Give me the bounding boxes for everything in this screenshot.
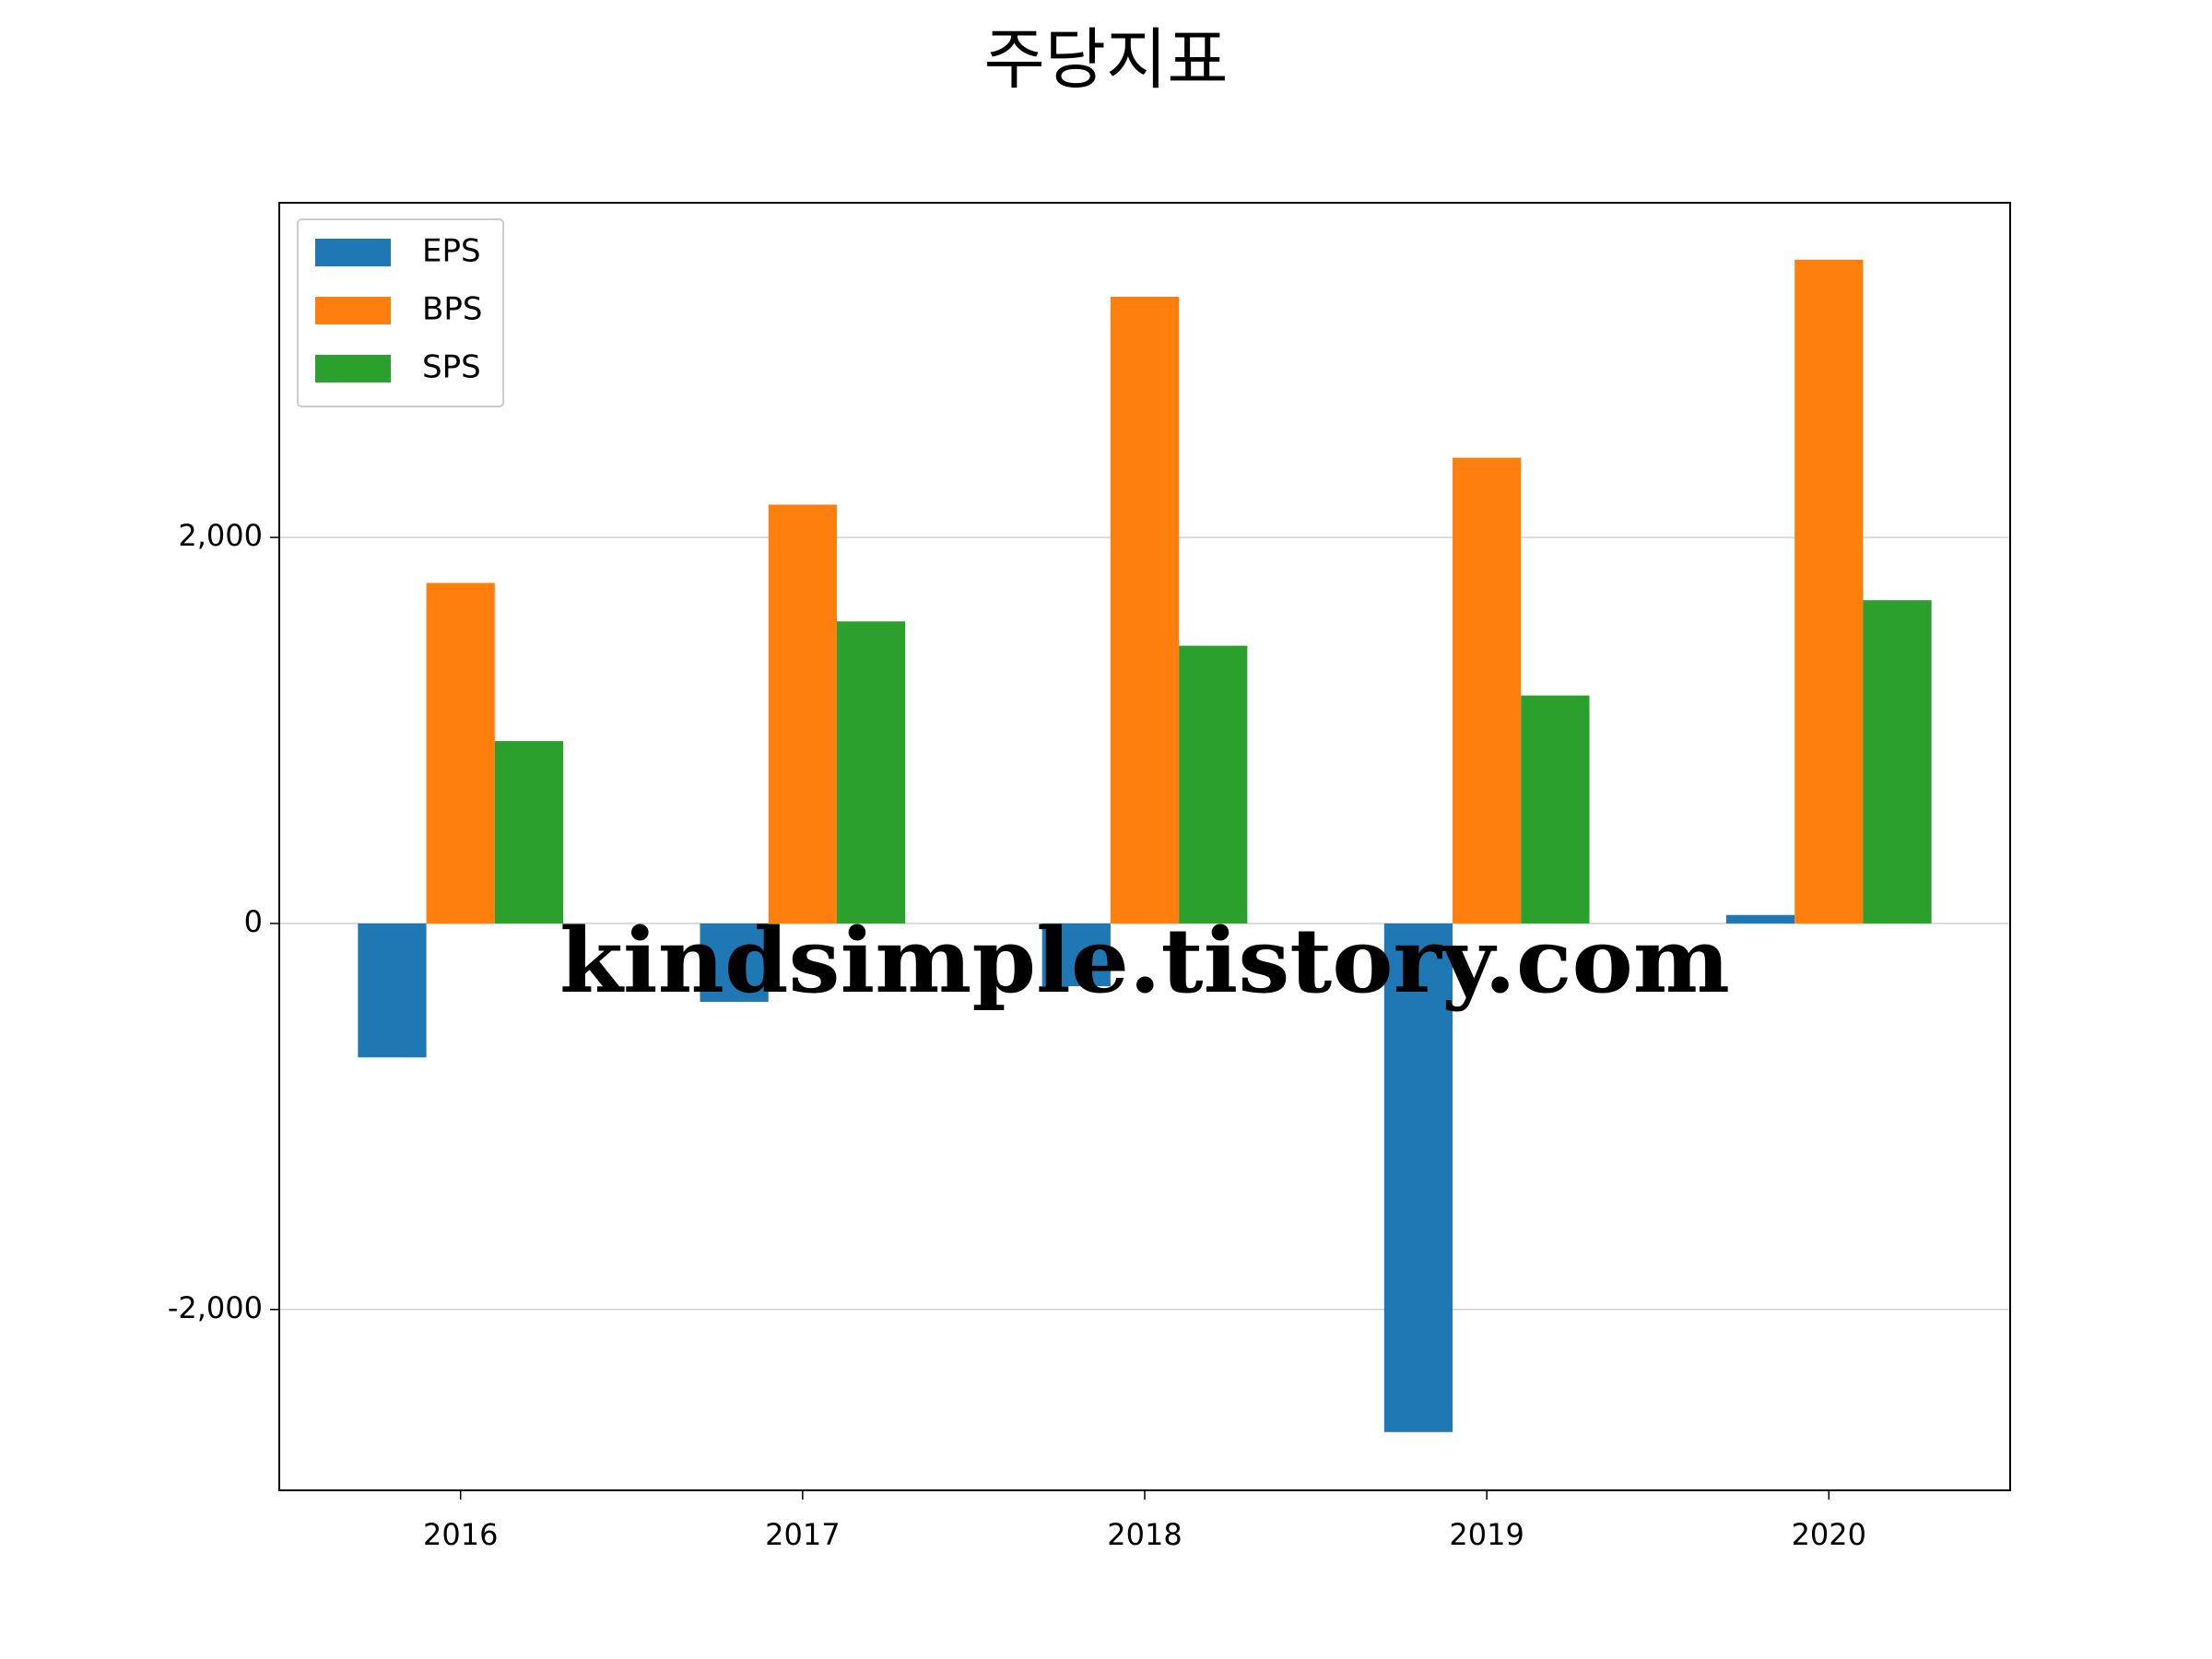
legend-swatch: [315, 355, 391, 382]
bar: [1453, 457, 1522, 924]
legend-label: BPS: [422, 291, 482, 328]
bar: [1794, 259, 1864, 924]
plot-frame: [278, 202, 2011, 1491]
bar: [700, 923, 769, 1002]
bar: [426, 582, 495, 924]
x-tick-label: 2016: [423, 1517, 498, 1552]
legend-swatch: [315, 297, 391, 324]
bar: [836, 621, 906, 924]
x-tick-label: 2018: [1107, 1517, 1182, 1552]
bar: [1179, 645, 1248, 924]
bar: [1383, 923, 1453, 1432]
x-tick-label: 2017: [765, 1517, 840, 1552]
bar: [358, 923, 427, 1058]
legend-label: SPS: [422, 349, 481, 386]
chart-title: 주당지표: [984, 21, 1229, 99]
bar: [1863, 600, 1932, 924]
y-tick-label: 2,000: [178, 518, 263, 553]
x-tick-label: 2019: [1449, 1517, 1524, 1552]
legend-swatch: [315, 239, 391, 266]
x-tick-label: 2020: [1792, 1517, 1866, 1552]
y-tick-label: -2,000: [168, 1290, 263, 1325]
bar: [1725, 914, 1795, 924]
bar: [768, 504, 837, 924]
bar: [1521, 695, 1590, 924]
bar: [1110, 296, 1180, 924]
legend-label: EPS: [422, 233, 481, 270]
y-tick-label: 0: [244, 904, 263, 939]
bar: [494, 741, 564, 924]
watermark: kindsimple.tistory.com: [559, 909, 1730, 1013]
bar: [1041, 923, 1111, 987]
